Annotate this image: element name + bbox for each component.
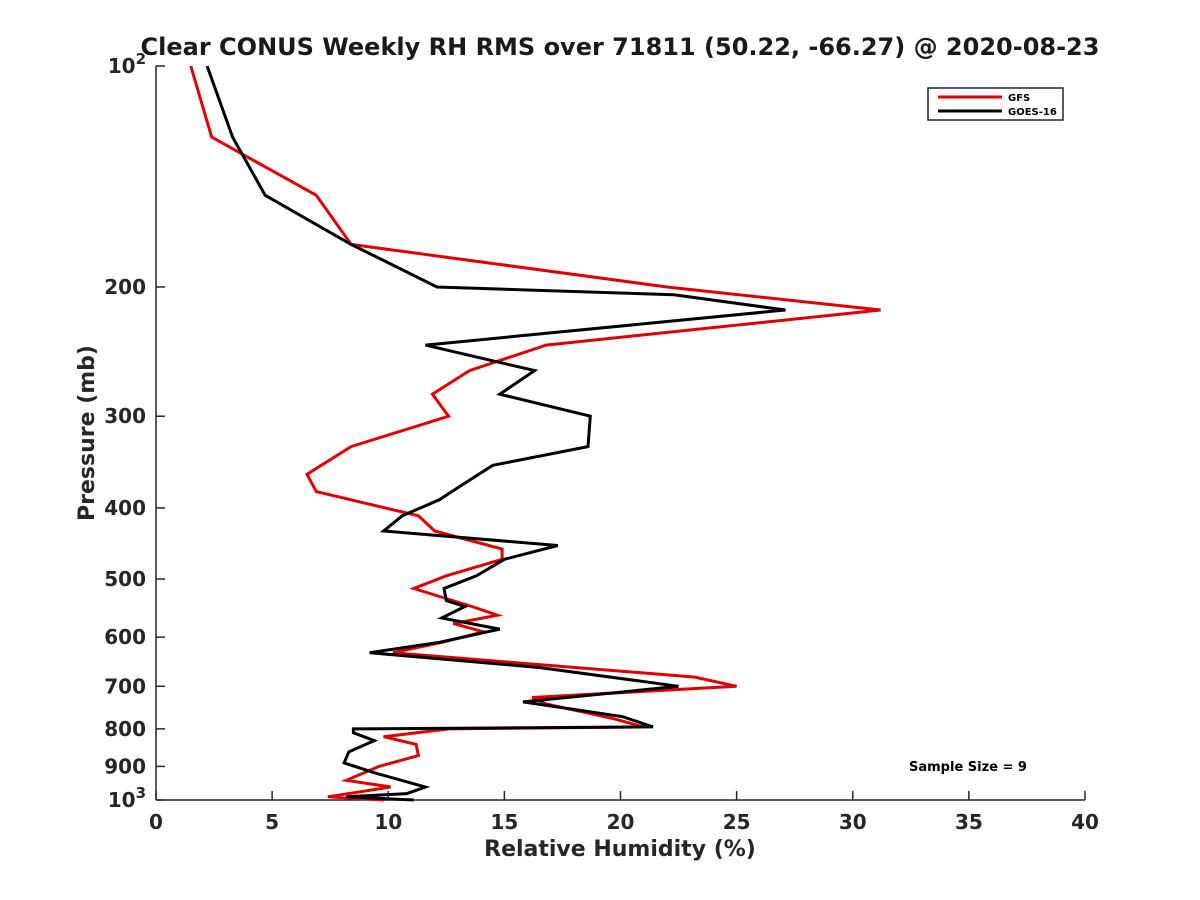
x-tick-label: 30 (839, 810, 867, 834)
legend-label: GOES-16 (1008, 107, 1057, 118)
legend: GFS GOES-16 (927, 87, 1064, 121)
chart-title: Clear CONUS Weekly RH RMS over 71811 (50… (141, 33, 1100, 61)
x-tick-label: 20 (607, 810, 635, 834)
x-tick-label: 25 (723, 810, 751, 834)
y-axis: 102 200 300 400 500 600 700 800 900 103 (104, 50, 165, 812)
y-tick-label: 400 (104, 496, 146, 520)
x-tick-label: 0 (149, 810, 163, 834)
y-tick-label: 300 (104, 404, 146, 428)
legend-box (927, 87, 1064, 121)
y-tick-label: 200 (104, 275, 146, 299)
x-tick-label: 10 (374, 810, 402, 834)
x-tick-label: 40 (1071, 810, 1099, 834)
legend-label: GFS (1008, 93, 1030, 104)
x-axis: 0 5 10 15 20 25 30 35 40 (149, 791, 1099, 834)
x-tick-label: 5 (265, 810, 279, 834)
y-tick-label: 800 (104, 717, 146, 741)
x-tick-label: 35 (955, 810, 983, 834)
y-tick-label: 500 (104, 567, 146, 591)
x-tick-label: 15 (490, 810, 518, 834)
y-tick-label: 103 (108, 784, 146, 812)
y-tick-label: 700 (104, 674, 146, 698)
plot-area (156, 66, 1085, 800)
series-line-goes-16 (205, 65, 786, 802)
sample-size-annotation: Sample Size = 9 (909, 760, 1027, 775)
series-layer (189, 65, 881, 802)
x-axis-label: Relative Humidity (%) (484, 837, 756, 862)
y-tick-label: 600 (104, 625, 146, 649)
y-tick-label: 102 (108, 50, 146, 78)
y-tick-label: 900 (104, 754, 146, 778)
y-axis-label: Pressure (mb) (75, 345, 100, 521)
